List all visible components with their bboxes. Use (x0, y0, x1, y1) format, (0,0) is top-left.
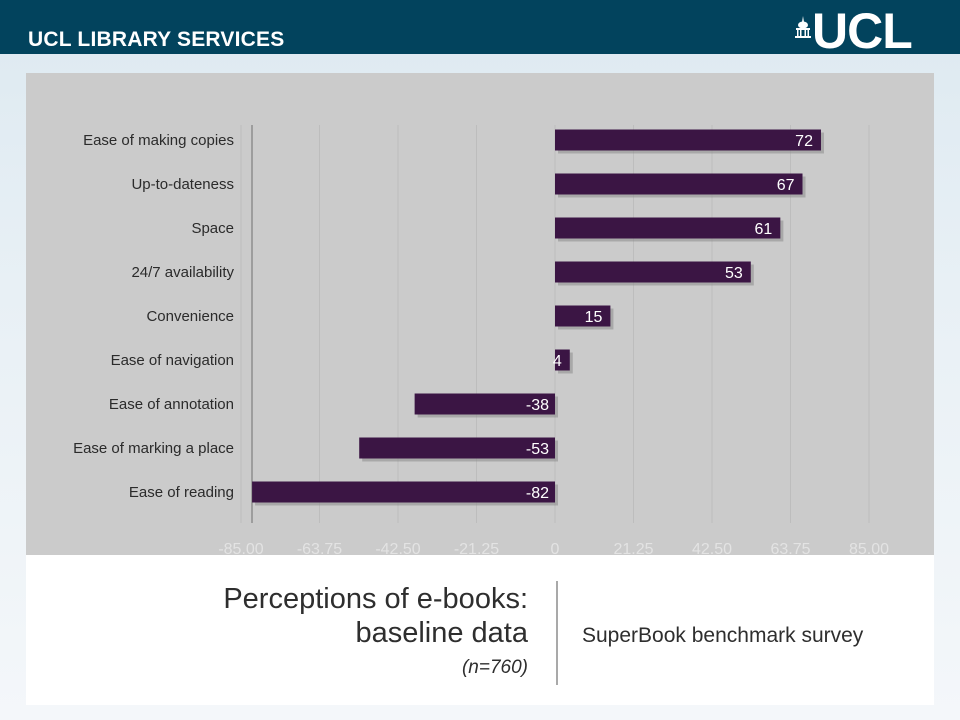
bar (252, 481, 556, 503)
x-tick-label: 0 (551, 541, 560, 555)
category-label: Ease of navigation (111, 352, 234, 369)
category-label: Ease of reading (129, 484, 234, 501)
bar (555, 129, 821, 151)
value-label: -53 (526, 441, 549, 458)
category-label: Convenience (146, 308, 234, 325)
caption-panel: Perceptions of e-books: baseline data (n… (26, 555, 934, 705)
x-tick-label: -21.25 (454, 541, 499, 555)
x-tick-label: 21.25 (613, 541, 653, 555)
bar (555, 173, 803, 195)
x-tick-label: 63.75 (770, 541, 810, 555)
x-tick-label: -85.00 (218, 541, 263, 555)
value-label: 72 (795, 133, 813, 150)
value-label: 61 (755, 221, 773, 238)
caption-title-line2: baseline data (355, 617, 528, 649)
bar-chart: Ease of making copies 72 Up-to-dateness 67 S… (73, 125, 889, 555)
caption-source: SuperBook benchmark survey (582, 624, 864, 647)
caption-title: Perceptions of e-books: baseline data (223, 582, 528, 650)
caption-title-line1: Perceptions of e-books: (223, 583, 528, 615)
bar (555, 305, 611, 327)
category-label: Ease of marking a place (73, 440, 234, 457)
value-label: 67 (777, 177, 795, 194)
x-tick-label: -63.75 (297, 541, 342, 555)
header-bar: UCL LIBRARY SERVICES UCL (0, 0, 960, 59)
x-tick-label: 85.00 (849, 541, 889, 555)
value-label: -38 (526, 397, 549, 414)
bar (555, 349, 570, 371)
brand-title: UCL LIBRARY SERVICES (28, 28, 285, 51)
chart-panel: Ease of making copies 72 Up-to-dateness 67 S… (26, 73, 934, 555)
caption-sample-size: (n=760) (461, 657, 528, 678)
category-label: Ease of annotation (109, 396, 234, 413)
category-label: Space (191, 220, 234, 237)
category-label: 24/7 availability (131, 264, 234, 281)
bar (359, 437, 555, 459)
ucl-logo: UCL (812, 3, 913, 59)
category-label: Ease of making copies (83, 132, 234, 149)
value-label: 4 (553, 353, 562, 370)
x-tick-label: 42.50 (692, 541, 732, 555)
value-label: 53 (725, 265, 743, 282)
x-tick-label: -42.50 (375, 541, 420, 555)
value-label: -82 (526, 485, 549, 502)
bar (555, 261, 751, 283)
bar (555, 217, 781, 239)
category-label: Up-to-dateness (131, 176, 234, 193)
caption-divider (556, 581, 558, 685)
bar (414, 393, 555, 415)
ucl-portico-icon (795, 16, 811, 38)
value-label: 15 (585, 309, 603, 326)
